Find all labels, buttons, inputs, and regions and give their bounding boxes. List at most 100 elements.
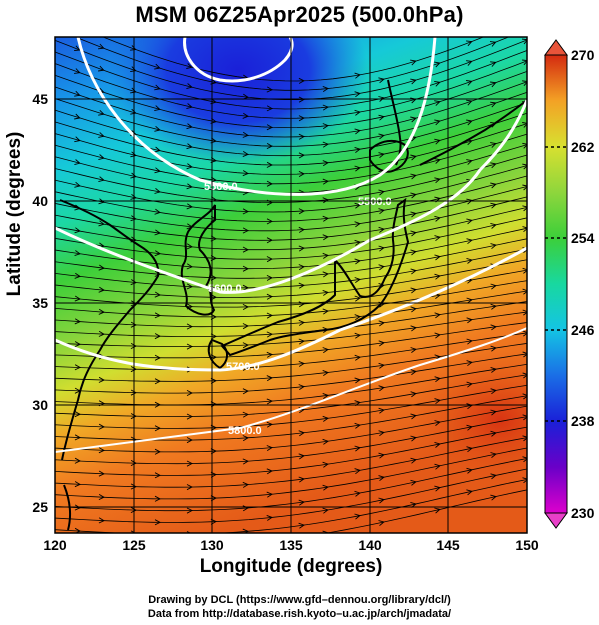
streamline-arrow (98, 176, 105, 183)
streamline-arrow (410, 116, 417, 123)
streamline-arrow (410, 192, 417, 199)
streamline-arrow (354, 295, 361, 302)
streamline-arrow (522, 351, 527, 358)
streamline-arrow (490, 243, 497, 250)
streamline-arrow (98, 65, 105, 72)
streamline-arrow (210, 401, 217, 408)
streamline-arrow (434, 61, 441, 68)
streamline-arrow (186, 323, 193, 330)
streamline-arrow (130, 193, 137, 200)
streamline-arrow (74, 318, 81, 325)
streamline-arrow (130, 66, 137, 73)
streamline-arrow (322, 234, 329, 241)
streamline-arrow (354, 91, 361, 98)
streamline-arrow (410, 369, 417, 376)
streamline-arrow (154, 495, 161, 502)
streamline-arrow (186, 484, 193, 491)
streamline-arrow (354, 72, 361, 79)
streamline-arrow (378, 264, 385, 271)
streamline-arrow (210, 294, 217, 301)
streamline-arrow (410, 391, 417, 398)
streamline-arrow (378, 520, 385, 526)
streamline-arrow (186, 143, 193, 150)
streamline-arrow (354, 109, 361, 116)
streamline-arrow (130, 530, 136, 533)
streamline-arrow (74, 364, 81, 371)
streamline-arrow (266, 161, 273, 168)
streamline-arrow (490, 61, 497, 67)
contour-label-5700: 5700.0 (226, 361, 260, 373)
contour-label-5500: 5500.0 (204, 181, 238, 193)
streamline-arrow (130, 321, 137, 328)
streamline-arrow (522, 205, 527, 212)
streamline-arrow (266, 445, 273, 451)
streamline-arrow (298, 453, 305, 460)
streamline-arrow (322, 123, 329, 130)
streamline-arrow (98, 286, 105, 293)
streamline-arrow (242, 208, 249, 215)
streamline-arrow (434, 235, 441, 242)
streamline-arrow (490, 162, 497, 169)
streamline-arrow (98, 470, 105, 477)
streamline-arrow (298, 301, 305, 308)
streamline-arrow (154, 125, 161, 132)
x-axis-label: Longitude (degrees) (199, 556, 383, 577)
streamline-arrow (298, 170, 305, 177)
streamline-arrow (490, 409, 497, 416)
y-tick-label: 25 (32, 499, 48, 515)
streamline-arrow (242, 303, 249, 310)
streamline-arrow (354, 128, 361, 135)
streamline-arrow (154, 333, 161, 340)
streamline-arrow (242, 131, 249, 138)
streamline-arrow (242, 458, 249, 465)
streamline-arrow (466, 297, 473, 304)
streamline-arrow (322, 85, 329, 92)
streamline-arrow (434, 441, 441, 448)
streamline-arrow (210, 235, 217, 242)
colorbar-max-triangle (544, 39, 568, 56)
streamline-arrow (322, 271, 329, 278)
streamline-arrow (522, 184, 527, 191)
streamline-arrow (434, 463, 441, 470)
streamline-arrow (378, 77, 385, 84)
streamline-arrow (98, 330, 105, 337)
streamline-arrow (434, 485, 441, 492)
streamline-arrow (154, 63, 161, 70)
coastline-korea-china (180, 204, 216, 316)
streamline-arrow (74, 90, 81, 97)
streamline-arrow (74, 136, 81, 143)
streamline-arrow (98, 154, 105, 160)
streamline-arrow (410, 154, 417, 161)
streamline-arrow (522, 393, 527, 400)
streamline-arrow (466, 381, 473, 388)
y-tick-label: 35 (32, 295, 48, 311)
streamline-arrow (186, 283, 193, 290)
streamline-arrow (210, 424, 217, 431)
streamline-arrow (410, 59, 417, 66)
coastline-hokkaido (369, 139, 409, 173)
streamline-arrow (186, 83, 193, 90)
streamline-arrow (130, 45, 137, 51)
streamline (324, 489, 527, 533)
colorbar-min-triangle (544, 512, 568, 529)
streamline-arrow (490, 222, 497, 229)
y-tick-label: 45 (32, 91, 48, 107)
streamline-arrow (242, 112, 249, 119)
streamline-arrow (186, 263, 193, 270)
streamline-arrow (466, 99, 473, 106)
streamline-arrow (522, 59, 527, 66)
streamline-arrow (322, 392, 329, 399)
streamline-arrow (74, 45, 81, 52)
streamline-arrow (434, 312, 441, 319)
streamline-arrow (466, 360, 473, 367)
streamline-arrow (522, 477, 527, 484)
streamline-arrow (154, 167, 161, 174)
streamline-arrow (434, 158, 441, 164)
streamline-arrow (354, 377, 361, 384)
streamline-arrow (322, 369, 329, 376)
streamline-arrow (354, 165, 361, 172)
streamline-arrow (154, 425, 161, 432)
streamline-arrow (466, 446, 473, 453)
streamline-arrow (98, 198, 105, 205)
streamline-arrow (378, 430, 385, 437)
